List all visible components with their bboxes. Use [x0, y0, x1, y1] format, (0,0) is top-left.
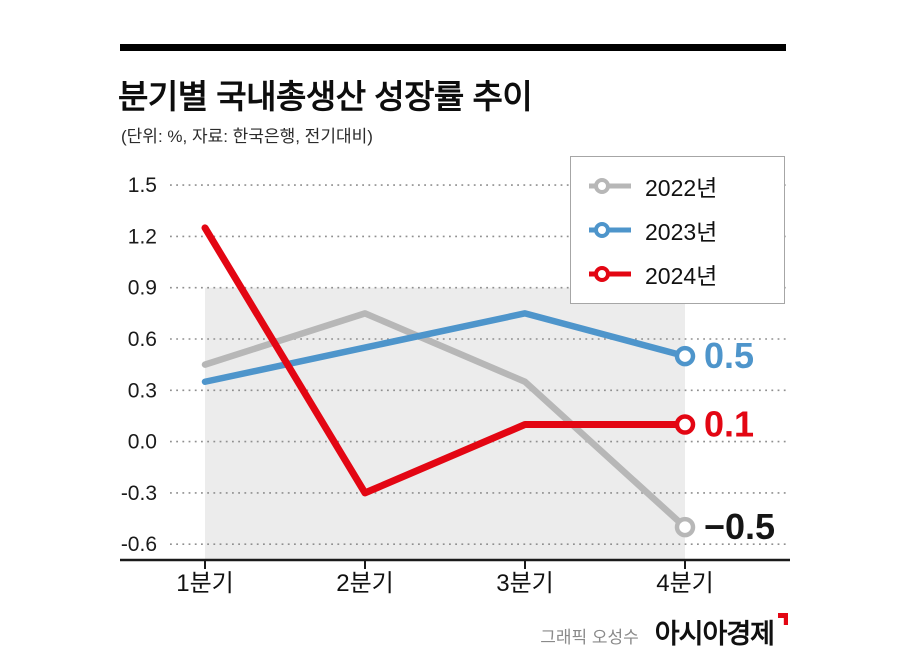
y-tick-label: 1.2: [128, 225, 157, 248]
chart-title: 분기별 국내총생산 성장률 추이: [118, 78, 533, 115]
legend-marker-2024-icon: [589, 266, 631, 282]
end-label-2023년: 0.5: [704, 335, 754, 376]
publisher-logo-text: 아시아경제: [654, 619, 775, 649]
legend-label-2024: 2024년: [645, 263, 718, 289]
legend-item-2024: 2024년: [571, 252, 784, 296]
y-tick-label: 0.3: [128, 379, 157, 402]
legend-marker-2022-icon: [589, 178, 631, 194]
legend-label-2023: 2023년: [645, 219, 718, 245]
y-tick-label: -0.3: [121, 482, 157, 505]
end-label-2024년: 0.1: [704, 404, 754, 445]
x-tick-label: 1분기: [176, 570, 234, 597]
y-tick-label: -0.6: [121, 533, 157, 556]
end-marker-2023년: [674, 345, 696, 367]
x-tick-label: 3분기: [496, 570, 554, 597]
legend-marker-2023-icon: [589, 222, 631, 238]
publisher-logo: 아시아경제: [655, 612, 788, 651]
legend-item-2022: 2022년: [571, 164, 784, 208]
credit-text: 그래픽 오성수: [540, 628, 639, 647]
title-rule: [120, 44, 786, 51]
y-tick-label: 0.9: [128, 277, 157, 300]
x-tick-label: 2분기: [336, 570, 394, 597]
publisher-logo-mark-icon: [778, 613, 788, 625]
line-2024년: [201, 224, 689, 497]
footer: 그래픽 오성수 아시아경제: [540, 612, 788, 651]
chart-subtitle: (단위: %, 자료: 한국은행, 전기대비): [121, 127, 373, 146]
y-tick-label: 1.5: [128, 174, 157, 197]
legend-item-2023: 2023년: [571, 208, 784, 252]
end-marker-2022년: [674, 516, 696, 538]
x-tick-label: 4분기: [656, 570, 714, 597]
y-tick-label: 0.0: [128, 431, 157, 454]
y-tick-label: 0.6: [128, 328, 157, 351]
line-2022년: [201, 310, 689, 531]
legend-label-2022: 2022년: [645, 175, 718, 201]
end-label-2022년: −0.5: [704, 506, 775, 547]
legend: 2022년 2023년 2024년: [570, 156, 785, 304]
end-marker-2024년: [674, 414, 696, 435]
